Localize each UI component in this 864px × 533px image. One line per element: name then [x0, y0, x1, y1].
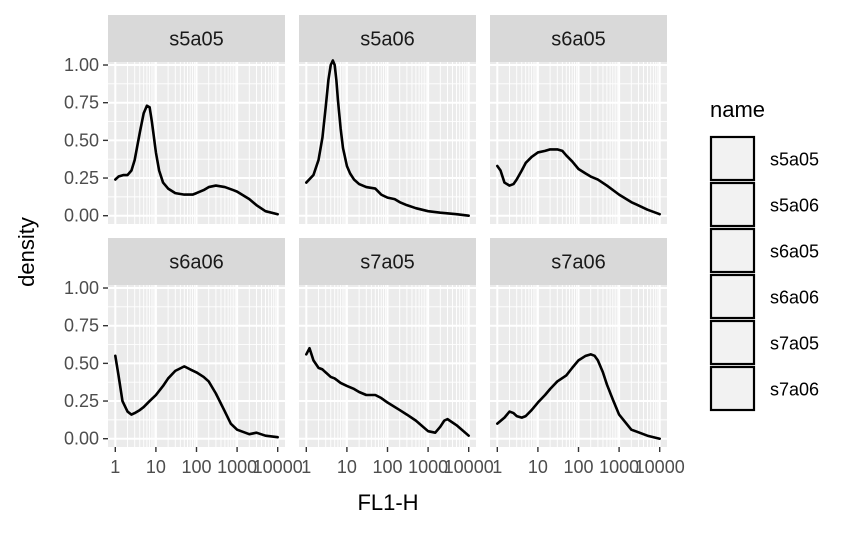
facet-strip-label: s6a06: [169, 252, 224, 274]
facet-strip-label: s7a05: [360, 252, 415, 274]
legend-key: [709, 227, 756, 274]
y-tick-label: 0.00: [64, 206, 99, 226]
facet-strip-label: s7a06: [551, 252, 606, 274]
facet-strip: [490, 238, 667, 285]
x-tick-label: 100: [563, 457, 593, 477]
x-tick-label: 1: [110, 457, 120, 477]
axes: 0.00 0.25 0.50 0.75 1.00 0.00 0.25 0.50 0.75 1.00…: [64, 55, 685, 477]
x-tick-label: 1: [301, 457, 311, 477]
x-tick-label: 100: [372, 457, 402, 477]
y-tick-label: 1.00: [64, 278, 99, 298]
density-line-s6a06: [114, 354, 279, 439]
density-line-s5a05: [114, 104, 279, 216]
facet-strip-label: s6a05: [551, 29, 606, 51]
x-tick-label: 1000: [408, 457, 448, 477]
legend-entry-s7a06: s7a06: [709, 365, 819, 412]
legend-key: [709, 273, 756, 320]
y-tick-label: 0.25: [64, 168, 99, 188]
y-tick-label: 0.75: [64, 316, 99, 336]
y-axis-title: density: [14, 217, 39, 287]
facet-panels: s5a05 s5a06 s6a05 s6a06 s7a05 s7a06: [108, 15, 667, 447]
x-axis-title: FL1-H: [357, 490, 418, 515]
legend-label: s7a06: [770, 380, 819, 400]
density-line-s7a05: [305, 346, 470, 437]
legend-entry-s5a06: s5a06: [709, 181, 819, 228]
legend-label: s6a06: [770, 288, 819, 308]
legend-entry-s5a05: s5a05: [709, 135, 819, 182]
y-tick-label: 0.50: [64, 130, 99, 150]
legend-label: s5a06: [770, 196, 819, 216]
facet-strip: [490, 15, 667, 62]
facet-strip-label: s5a06: [360, 29, 415, 51]
x-tick-label: 10: [146, 457, 166, 477]
x-tick-label: 1: [492, 457, 502, 477]
x-tick-label: 10000: [253, 457, 303, 477]
y-tick-label: 0.75: [64, 93, 99, 113]
x-tick-label: 10000: [444, 457, 494, 477]
legend-key: [709, 319, 756, 366]
facet-strip: [108, 15, 285, 62]
legend: name s5a05 s5a06 s6a05 s6a06 s7a05 s7a06: [709, 97, 819, 412]
facet-strip: [299, 238, 476, 285]
y-tick-label: 1.00: [64, 55, 99, 75]
legend-title: name: [710, 97, 765, 122]
x-tick-label: 100: [181, 457, 211, 477]
facet-panel-s5a06: s5a06: [299, 15, 476, 224]
legend-label: s5a05: [770, 150, 819, 170]
legend-label: s6a05: [770, 242, 819, 262]
x-tick-label: 1000: [217, 457, 257, 477]
legend-key: [709, 365, 756, 412]
x-tick-label: 10000: [635, 457, 685, 477]
y-tick-label: 0.25: [64, 391, 99, 411]
facet-panel-s7a05: s7a05: [299, 238, 476, 447]
legend-entry-s7a05: s7a05: [709, 319, 819, 366]
x-tick-label: 10: [337, 457, 357, 477]
facet-panel-s7a06: s7a06: [490, 238, 667, 447]
facet-panel-s6a06: s6a06: [108, 238, 285, 447]
legend-key: [709, 181, 756, 228]
legend-label: s7a05: [770, 334, 819, 354]
facet-strip: [108, 238, 285, 285]
legend-key: [709, 135, 756, 182]
legend-entry-s6a06: s6a06: [709, 273, 819, 320]
density-line-s5a06: [305, 59, 470, 218]
density-line-s6a05: [496, 148, 661, 216]
facet-panel-s6a05: s6a05: [490, 15, 667, 224]
x-tick-label: 1000: [599, 457, 639, 477]
density-line-s7a06: [496, 353, 661, 441]
y-tick-label: 0.00: [64, 429, 99, 449]
facet-strip: [299, 15, 476, 62]
facet-panel-s5a05: s5a05: [108, 15, 285, 224]
facet-strip-label: s5a05: [169, 29, 224, 51]
y-tick-label: 0.50: [64, 353, 99, 373]
x-tick-label: 10: [528, 457, 548, 477]
legend-entry-s6a05: s6a05: [709, 227, 819, 274]
